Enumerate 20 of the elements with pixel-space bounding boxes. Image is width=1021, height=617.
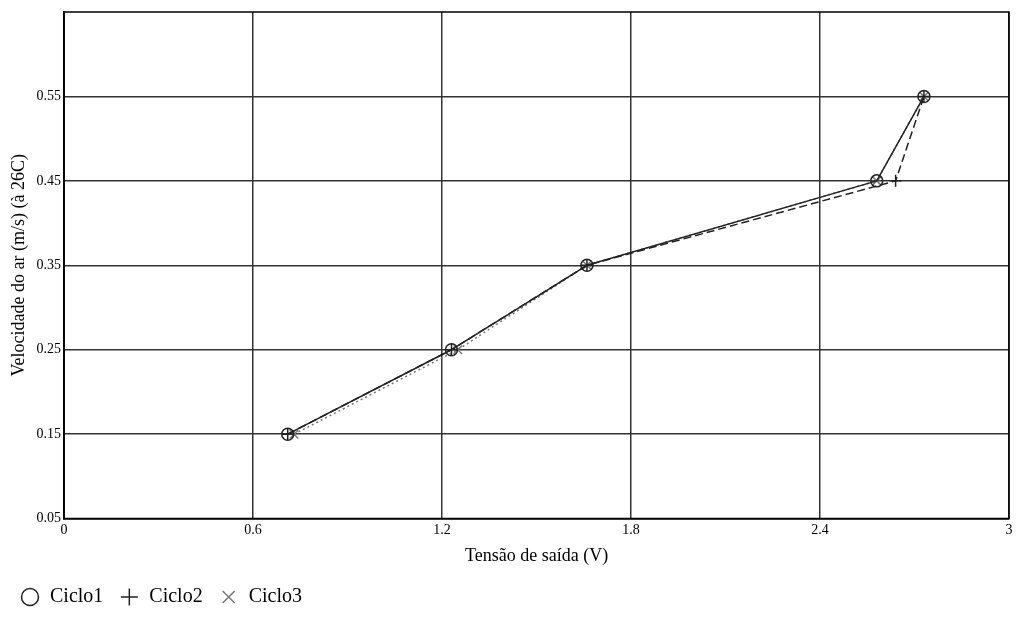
legend-label: Ciclo2 <box>149 584 203 607</box>
y-axis-title: Velocidade do ar (m/s) (à 26C) <box>7 154 29 377</box>
point <box>289 429 300 440</box>
y-tick-label: 0.45 <box>36 172 62 188</box>
y-tick-label: 0.05 <box>36 510 62 526</box>
legend-label: Ciclo1 <box>50 584 104 607</box>
y-tick-label: 0.25 <box>36 341 62 357</box>
y-tick-label: 0.15 <box>36 425 62 441</box>
y-tick-label: 0.55 <box>36 88 62 104</box>
x-axis-title: Tensão de saída (V) <box>464 544 609 566</box>
legend-label: Ciclo3 <box>248 584 302 607</box>
x-tick-label: 1.2 <box>433 521 451 537</box>
x-tick-label: 1.8 <box>622 521 640 537</box>
x-tick-label: 0 <box>60 521 68 537</box>
point <box>452 344 463 355</box>
point <box>888 174 903 188</box>
x-tick-label: 0.6 <box>244 521 262 537</box>
x-tick-label: 2.4 <box>811 521 829 537</box>
y-tick-label: 0.35 <box>36 256 62 272</box>
x-tick-label: 3 <box>1005 521 1013 537</box>
